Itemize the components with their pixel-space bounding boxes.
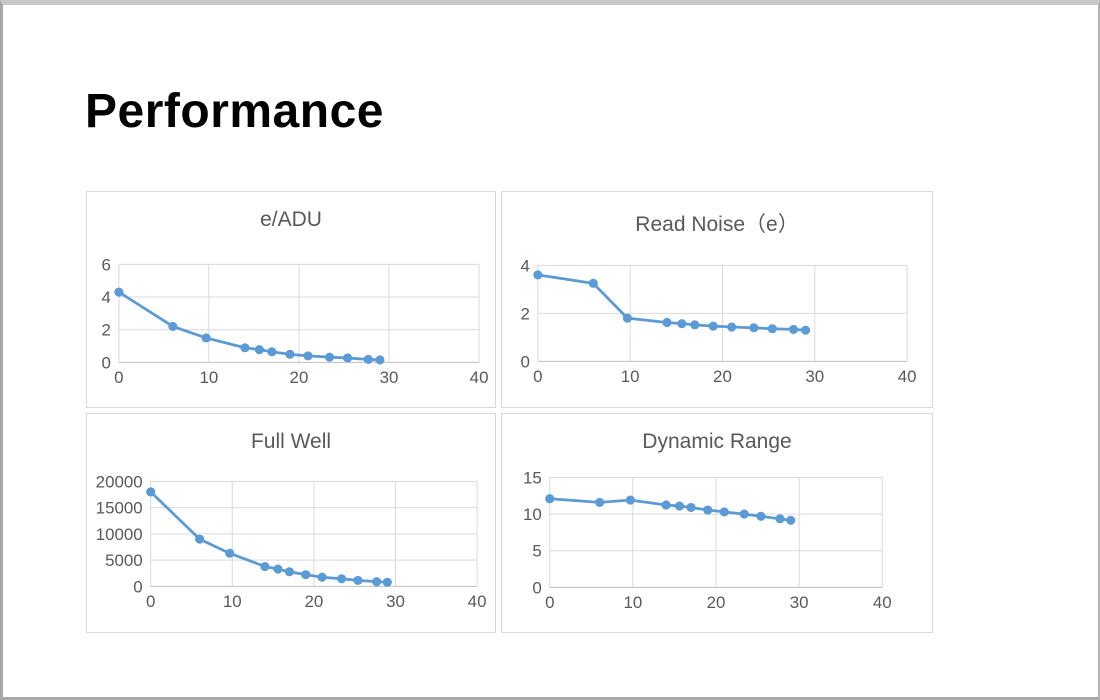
svg-text:0: 0 [133,577,142,596]
svg-text:20: 20 [713,367,732,386]
chart-panel-read-noise: Read Noise（e） 0 2 4 0 10 20 30 40 [501,191,933,408]
line-chart-full-well: 0 5000 10000 15000 20000 0 10 20 30 40 [96,472,487,611]
svg-text:4: 4 [101,288,110,307]
svg-text:15000: 15000 [96,499,143,518]
svg-text:40: 40 [470,368,489,387]
svg-text:0: 0 [533,367,542,386]
line-chart-dynamic-range: 0 5 10 15 0 10 20 30 40 [523,468,892,612]
chart-title-e-adu: e/ADU [260,208,322,231]
chart-title-read-noise: Read Noise（e） [635,213,799,236]
chart-panel-e-adu: e/ADU 0 2 4 6 0 10 20 30 40 [86,191,496,408]
svg-text:20: 20 [304,592,323,611]
chart-title-full-well: Full Well [250,430,332,453]
svg-text:10: 10 [199,368,218,387]
svg-text:0: 0 [101,353,110,372]
svg-text:2: 2 [520,304,529,323]
svg-text:5: 5 [532,542,541,561]
svg-text:10: 10 [523,505,542,524]
svg-text:30: 30 [386,592,405,611]
svg-text:30: 30 [805,367,824,386]
svg-text:20: 20 [290,368,309,387]
line-chart-e-adu: 0 2 4 6 0 10 20 30 40 [101,255,489,387]
chart-panel-full-well: Full Well 0 5000 10000 15000 20000 0 10 20 30 40 [86,413,496,633]
svg-text:30: 30 [790,593,809,612]
svg-text:10000: 10000 [96,525,143,544]
svg-text:10: 10 [223,592,242,611]
page-title: Performance [85,85,384,138]
svg-text:0: 0 [520,352,529,371]
svg-text:40: 40 [873,593,892,612]
svg-text:2: 2 [101,321,110,340]
svg-text:0: 0 [114,368,123,387]
svg-text:4: 4 [520,256,529,275]
svg-text:6: 6 [101,255,110,274]
svg-text:0: 0 [532,578,541,597]
svg-text:0: 0 [146,592,155,611]
svg-text:5000: 5000 [105,551,143,570]
svg-text:15: 15 [523,468,542,487]
svg-text:0: 0 [545,593,554,612]
svg-text:20: 20 [707,593,726,612]
chart-panel-dynamic-range: Dynamic Range 0 5 10 15 0 10 20 30 40 [501,413,933,633]
svg-text:40: 40 [898,367,917,386]
svg-text:30: 30 [380,368,399,387]
svg-text:40: 40 [468,592,487,611]
chart-title-dynamic-range: Dynamic Range [642,430,792,453]
svg-text:10: 10 [621,367,640,386]
svg-text:10: 10 [623,593,642,612]
svg-text:20000: 20000 [96,472,143,491]
